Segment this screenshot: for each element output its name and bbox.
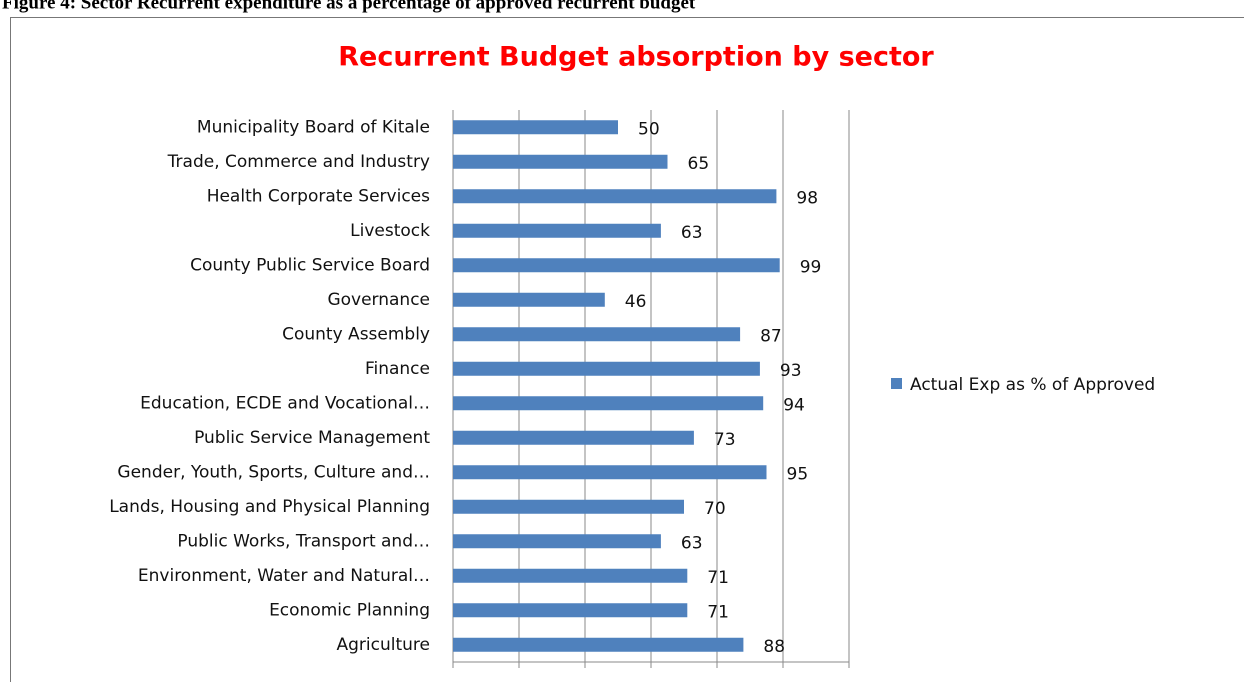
data-label: 46 <box>625 292 647 312</box>
y-tick-label: Public Works, Transport and… <box>177 531 430 551</box>
bar <box>453 396 764 411</box>
y-tick-label: Agriculture <box>337 635 431 655</box>
data-label: 71 <box>707 602 729 622</box>
bar <box>453 603 688 618</box>
bar <box>453 361 760 376</box>
y-tick-label: Gender, Youth, Sports, Culture and… <box>117 462 430 482</box>
y-tick-label: County Assembly <box>282 324 430 344</box>
data-label: 88 <box>763 637 785 657</box>
data-label: 63 <box>681 223 703 243</box>
y-tick-label: Finance <box>365 359 430 379</box>
bar <box>453 534 661 549</box>
bar <box>453 154 668 169</box>
data-label: 70 <box>704 499 726 519</box>
bar <box>453 327 741 342</box>
y-tick-label: County Public Service Board <box>190 255 430 275</box>
bar <box>453 637 744 652</box>
chart-title: Recurrent Budget absorption by sector <box>338 42 934 73</box>
y-tick-label: Lands, Housing and Physical Planning <box>109 497 430 517</box>
bar <box>453 465 767 480</box>
data-label: 99 <box>800 257 822 277</box>
bar <box>453 568 688 583</box>
y-tick-label: Governance <box>327 290 430 310</box>
y-tick-label: Economic Planning <box>269 600 430 620</box>
y-tick-label: Environment, Water and Natural… <box>138 566 430 586</box>
data-label: 93 <box>780 361 802 381</box>
figure-caption: Figure 4: Sector Recurrent expenditure a… <box>2 0 696 13</box>
bar <box>453 499 684 514</box>
bar <box>453 189 777 204</box>
data-label: 73 <box>714 430 736 450</box>
legend-swatch <box>891 378 902 389</box>
bar <box>453 223 661 238</box>
data-label: 71 <box>707 568 729 588</box>
data-label: 65 <box>688 154 710 174</box>
data-label: 98 <box>796 188 818 208</box>
y-tick-label: Health Corporate Services <box>207 186 430 206</box>
y-tick-label: Education, ECDE and Vocational… <box>140 393 430 413</box>
bar <box>453 292 605 307</box>
data-label: 95 <box>787 464 809 484</box>
bar <box>453 258 780 273</box>
data-label: 63 <box>681 533 703 553</box>
data-label: 87 <box>760 326 782 346</box>
bar <box>453 120 618 135</box>
y-tick-label: Municipality Board of Kitale <box>197 117 430 137</box>
y-tick-label: Public Service Management <box>194 428 430 448</box>
y-tick-label: Livestock <box>350 221 430 241</box>
data-label: 50 <box>638 119 660 139</box>
bar <box>453 430 694 445</box>
chart-border <box>10 17 1244 682</box>
data-label: 94 <box>783 395 805 415</box>
y-tick-label: Trade, Commerce and Industry <box>167 152 430 172</box>
legend-label: Actual Exp as % of Approved <box>910 375 1155 395</box>
